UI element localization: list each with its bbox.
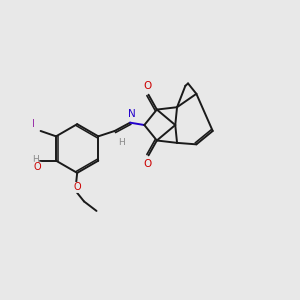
Text: O: O — [143, 159, 151, 169]
Text: H: H — [118, 137, 124, 146]
Text: N: N — [128, 109, 136, 119]
Text: O: O — [143, 81, 151, 91]
Text: O: O — [73, 182, 81, 193]
Text: O: O — [33, 162, 41, 172]
Text: I: I — [32, 119, 35, 129]
Text: H: H — [32, 155, 38, 164]
